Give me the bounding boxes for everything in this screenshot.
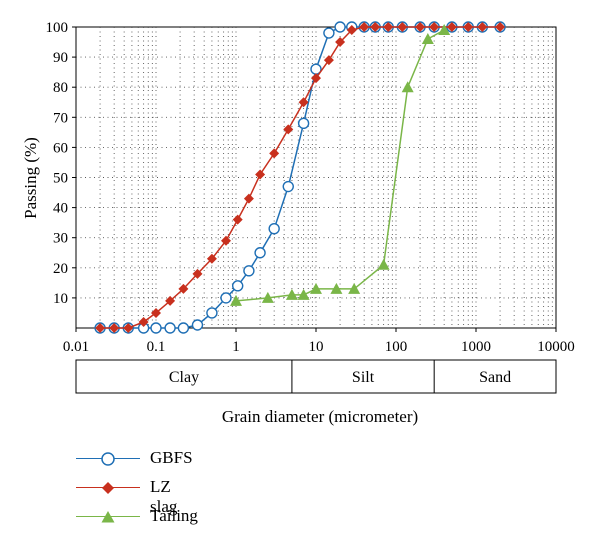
data-point [298, 97, 309, 108]
y-tick-label: 20 [53, 261, 68, 277]
classification-label-clay: Clay [169, 369, 199, 386]
data-point [297, 288, 310, 300]
data-point [438, 24, 451, 36]
data-point [151, 307, 161, 318]
data-point [377, 258, 390, 270]
data-point [463, 22, 474, 32]
data-point [164, 322, 176, 334]
y-tick-label: 80 [53, 80, 68, 96]
data-point [446, 22, 457, 32]
data-point [477, 22, 488, 32]
data-point [220, 292, 232, 304]
x-tick-label: 1 [232, 339, 240, 355]
x-tick-label: 0.01 [63, 339, 89, 355]
data-point [150, 322, 162, 334]
y-tick-label: 30 [53, 231, 68, 247]
y-axis: 10 20 30 40 50 60 70 80 90 100 [46, 20, 76, 307]
data-point [415, 22, 426, 32]
data-point [123, 323, 134, 333]
data-point [232, 214, 243, 225]
data-point [285, 288, 298, 300]
data-point [297, 117, 310, 130]
data-point [268, 222, 280, 235]
data-point [231, 280, 244, 292]
y-tick-label: 70 [53, 110, 68, 126]
classification-label-silt: Silt [352, 369, 375, 386]
y-tick-label: 100 [46, 20, 69, 36]
plot-area: 0.01 0.1 1 10 100 1000 10000 10 20 30 40 50 60 70 80 9… [46, 20, 575, 355]
x-tick-label: 100 [385, 339, 408, 355]
data-point [283, 124, 294, 135]
x-axis-title: Grain diameter (micrometer) [222, 407, 418, 426]
data-point [282, 180, 294, 193]
data-point [95, 323, 106, 333]
x-tick-label: 10000 [537, 339, 575, 355]
data-point [109, 323, 120, 333]
data-point [334, 21, 346, 33]
y-tick-label: 40 [53, 201, 68, 217]
x-tick-label: 0.1 [147, 339, 166, 355]
data-point [310, 282, 322, 294]
data-point [348, 282, 361, 294]
x-tick-label: 1000 [461, 339, 491, 355]
data-point [370, 22, 381, 32]
series-lz-slag [95, 22, 506, 333]
data-point [206, 253, 217, 264]
data-point [323, 55, 334, 66]
open-circle-icon [101, 452, 115, 466]
data-point [243, 193, 254, 204]
data-point [323, 27, 335, 39]
data-point [177, 322, 190, 334]
data-point [495, 22, 506, 32]
x-tick-label: 10 [309, 339, 324, 355]
series-tailing [230, 24, 451, 306]
data-point [269, 148, 280, 159]
data-point [255, 169, 266, 180]
y-tick-label: 60 [53, 140, 68, 156]
y-tick-label: 90 [53, 50, 68, 66]
data-point [397, 22, 408, 32]
data-point [254, 247, 266, 259]
data-point [221, 235, 232, 246]
data-point [346, 25, 357, 36]
data-point [330, 282, 343, 294]
series [94, 21, 506, 334]
triangle-icon [101, 511, 115, 523]
data-point [311, 73, 321, 84]
data-point [261, 291, 274, 303]
legend-label: GBFS [150, 448, 193, 467]
data-point [383, 22, 394, 32]
legend-label: LZ slag [150, 477, 178, 516]
data-point [192, 268, 203, 279]
data-point [243, 265, 255, 277]
data-point [429, 22, 440, 32]
classification-label-sand: Sand [479, 369, 511, 386]
data-point [401, 81, 414, 93]
y-tick-label: 50 [53, 171, 68, 187]
classification-bar: Clay Silt Sand [75, 359, 557, 394]
data-point [335, 37, 346, 48]
data-point [206, 307, 218, 319]
y-tick-label: 10 [53, 291, 68, 307]
data-point [165, 295, 176, 306]
legend-label: Tailing [150, 506, 198, 525]
data-point [359, 22, 370, 32]
data-point [178, 283, 189, 294]
y-axis-title: Passing (%) [21, 137, 40, 219]
classification-frame [75, 359, 557, 394]
x-axis: 0.01 0.1 1 10 100 1000 10000 [63, 328, 575, 355]
data-point [138, 316, 149, 327]
diamond-icon [102, 482, 114, 494]
data-point [230, 294, 242, 306]
data-point [191, 319, 204, 331]
data-point [421, 33, 434, 45]
